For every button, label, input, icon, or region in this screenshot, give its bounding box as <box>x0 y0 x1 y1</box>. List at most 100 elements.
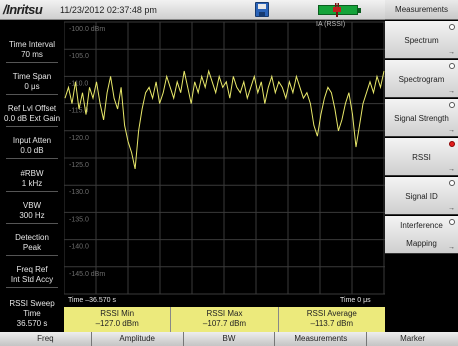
softkey-signal-id[interactable]: Signal ID → <box>385 177 458 215</box>
param-label: Time Interval <box>9 40 55 49</box>
param-rssi-sweep-time[interactable]: RSSI Sweep Time 36.570 s <box>0 299 64 329</box>
submenu-arrow-icon: → <box>448 205 455 212</box>
param-value: 0.0 dB Ext Gain <box>3 114 61 123</box>
softkey-interference[interactable]: Interference Mapping → <box>385 216 458 254</box>
rssi-readouts: RSSI Min –127.0 dBm RSSI Max –107.7 dBm … <box>64 307 385 332</box>
param-input-atten[interactable]: Input Atten 0.0 dB <box>0 136 64 159</box>
submenu-arrow-icon: → <box>448 127 455 134</box>
rssi-max-readout: RSSI Max –107.7 dBm <box>171 307 279 332</box>
param-time-interval[interactable]: Time Interval 70 ms <box>0 40 64 63</box>
radio-indicator-icon <box>449 219 455 225</box>
menu-title: Measurements <box>385 0 458 20</box>
softkey-label: Spectrum <box>404 36 439 45</box>
rssi-plot: -100.0 dBm -105.0 -110.0 -115.0 -120.0 -125.0… <box>64 20 385 310</box>
y-tick-label: -145.0 dBm <box>69 271 105 278</box>
param-value: 1 kHz <box>21 179 43 188</box>
rssi-chart: -100.0 dBm -105.0 -110.0 -115.0 -120.0 -125.0… <box>64 21 385 295</box>
time-end-label: Time 0 μs <box>340 297 371 304</box>
readout-value: –127.0 dBm <box>95 319 139 328</box>
param-label: Input Atten <box>12 136 52 145</box>
param-value: Peak <box>22 243 42 252</box>
param-value: Int Std Accy <box>10 275 54 284</box>
softkey-label: Interference <box>400 221 443 230</box>
rssi-average-readout: RSSI Average –113.7 dBm <box>278 307 385 332</box>
softkey-label: RSSI <box>412 153 431 162</box>
trace-label: IA (RSSI) <box>316 21 346 28</box>
param-divider <box>6 94 58 95</box>
param-label: RSSI Sweep Time <box>9 299 55 318</box>
softkey-label: Spectrogram <box>398 75 445 84</box>
tab-amplitude[interactable]: Amplitude <box>91 332 184 346</box>
y-tick-label: -125.0 <box>69 162 89 169</box>
rssi-trace-line <box>64 69 385 170</box>
y-tick-label: -100.0 dBm <box>69 26 105 33</box>
readout-value: –113.7 dBm <box>310 319 354 328</box>
softkey-label: Signal ID <box>405 192 438 201</box>
param-label: #RBW <box>20 169 44 178</box>
y-tick-label: -105.0 <box>69 53 89 60</box>
submenu-arrow-icon: → <box>448 49 455 56</box>
y-tick-label: -110.0 <box>69 80 88 87</box>
y-tick-label: -140.0 <box>69 244 89 251</box>
param-value: 300 Hz <box>19 211 45 220</box>
param-time-span[interactable]: Time Span 0 μs <box>0 72 64 95</box>
softkey-rssi[interactable]: RSSI → <box>385 138 458 176</box>
anritsu-logo: /Inritsu <box>3 2 43 17</box>
param-divider <box>6 191 58 192</box>
submenu-arrow-icon: → <box>448 88 455 95</box>
param-divider <box>6 255 58 256</box>
y-tick-label: -120.0 <box>69 135 89 142</box>
y-tick-label: -115.0 <box>69 108 88 115</box>
y-tick-label: -130.0 <box>69 189 89 196</box>
param-label: Detection <box>15 233 49 242</box>
param-freq-ref[interactable]: Freq Ref Int Std Accy <box>0 265 64 288</box>
top-status-bar: /Inritsu 11/23/2012 02:37:48 pm <box>0 0 385 20</box>
plug-icon <box>333 3 341 17</box>
readout-label: RSSI Average <box>306 309 357 318</box>
parameter-panel: Time Interval 70 ms Time Span 0 μs Ref Lvl O… <box>0 20 64 332</box>
softkey-label-2: Mapping <box>406 239 437 248</box>
bottom-tab-bar: Freq Amplitude BW Measurements Marker <box>0 332 458 346</box>
time-start-label: Time –36.570 s <box>68 297 116 304</box>
param-label: VBW <box>22 201 42 210</box>
param-label: Ref Lvl Offset <box>7 104 57 113</box>
param-divider <box>6 126 58 127</box>
param-value: 0.0 dB <box>20 146 44 155</box>
readout-label: RSSI Max <box>206 309 243 318</box>
param-divider <box>6 158 58 159</box>
param-label: Freq Ref <box>16 265 48 274</box>
y-tick-label: -135.0 <box>69 216 89 223</box>
param-value: 36.570 s <box>16 319 48 328</box>
save-icon[interactable] <box>255 2 269 17</box>
radio-indicator-icon <box>449 102 455 108</box>
param-value: 0 μs <box>24 82 40 91</box>
submenu-arrow-icon: → <box>448 244 455 251</box>
radio-indicator-icon <box>449 63 455 69</box>
tab-marker[interactable]: Marker <box>367 332 458 346</box>
tab-bw[interactable]: BW <box>183 332 276 346</box>
radio-indicator-icon <box>449 24 455 30</box>
radio-indicator-icon <box>449 141 455 147</box>
param-divider <box>6 223 58 224</box>
date-time: 11/23/2012 02:37:48 pm <box>60 5 157 15</box>
param-divider <box>6 287 58 288</box>
radio-indicator-icon <box>449 180 455 186</box>
tab-freq[interactable]: Freq <box>0 332 92 346</box>
softkey-spectrum[interactable]: Spectrum → <box>385 21 458 59</box>
submenu-arrow-icon: → <box>448 166 455 173</box>
measurements-menu: Measurements Spectrum → Spectrogram → Signal… <box>385 0 458 332</box>
softkey-spectrogram[interactable]: Spectrogram → <box>385 60 458 98</box>
param-divider <box>6 62 58 63</box>
param-value: 70 ms <box>21 50 43 59</box>
param-label: Time Span <box>12 72 52 81</box>
param-rbw[interactable]: #RBW 1 kHz <box>0 169 64 192</box>
readout-value: –107.7 dBm <box>202 319 247 328</box>
softkey-label: Signal Strength <box>394 114 449 123</box>
tab-measurements[interactable]: Measurements <box>275 332 368 346</box>
param-ref-lvl-offset[interactable]: Ref Lvl Offset 0.0 dB Ext Gain <box>0 104 64 127</box>
softkey-signal-strength[interactable]: Signal Strength → <box>385 99 458 137</box>
param-detection[interactable]: Detection Peak <box>0 233 64 256</box>
rssi-min-readout: RSSI Min –127.0 dBm <box>64 307 172 332</box>
param-vbw[interactable]: VBW 300 Hz <box>0 201 64 224</box>
readout-label: RSSI Min <box>100 309 135 318</box>
